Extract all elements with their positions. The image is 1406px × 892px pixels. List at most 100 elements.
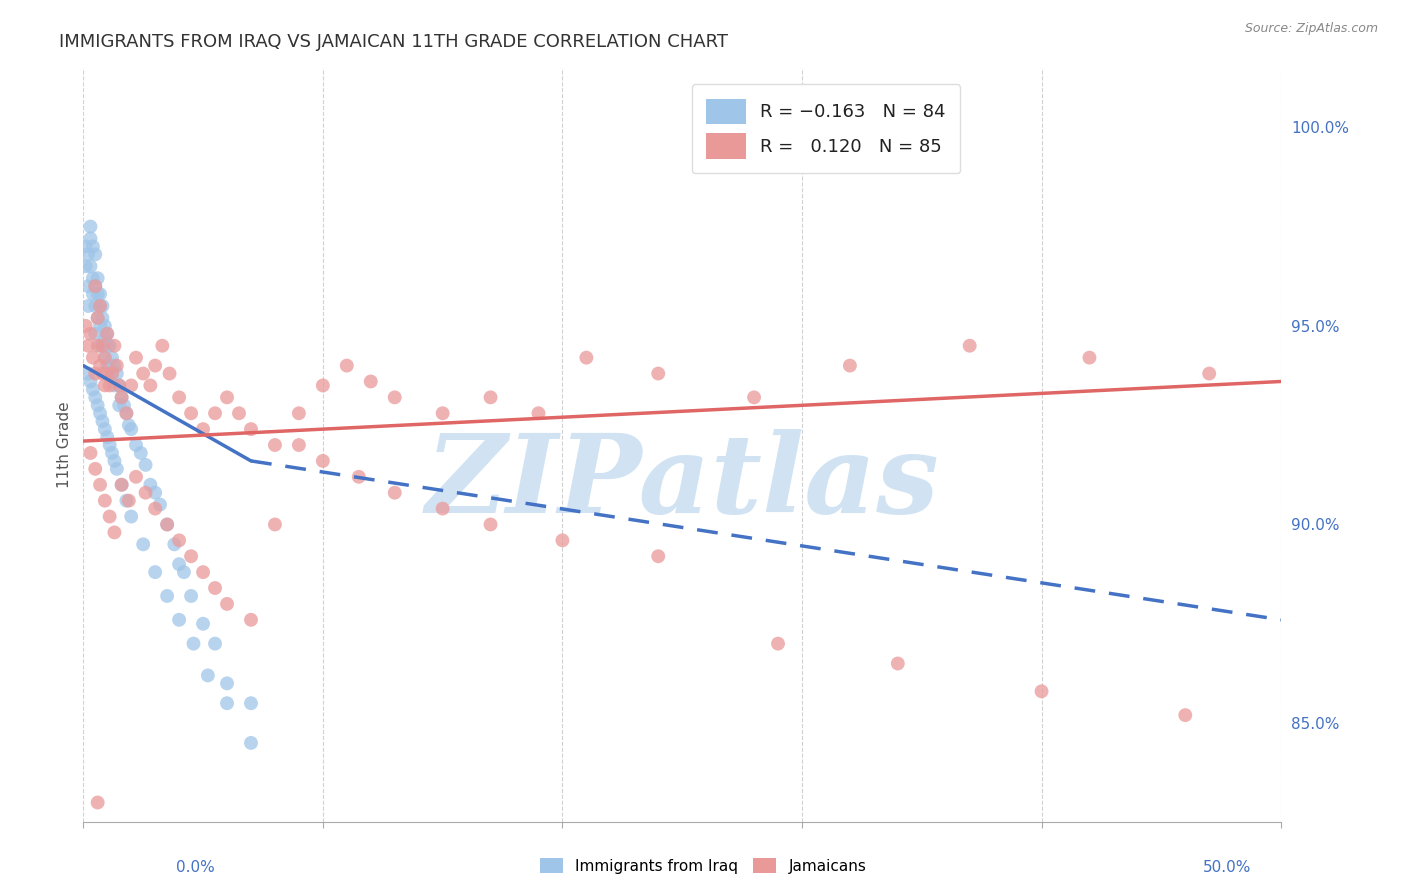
Point — [479, 517, 502, 532]
Point — [180, 549, 202, 564]
Point — [197, 668, 219, 682]
Point — [79, 326, 101, 341]
Point — [288, 438, 311, 452]
Point — [84, 367, 107, 381]
Point — [86, 271, 108, 285]
Point — [86, 398, 108, 412]
Point — [98, 359, 121, 373]
Point — [132, 367, 155, 381]
Point — [103, 339, 125, 353]
Point — [139, 378, 162, 392]
Point — [312, 378, 335, 392]
Point — [84, 390, 107, 404]
Point — [527, 406, 550, 420]
Point — [240, 736, 263, 750]
Point — [240, 696, 263, 710]
Point — [167, 533, 190, 548]
Point — [173, 565, 195, 579]
Point — [647, 549, 669, 564]
Point — [575, 351, 598, 365]
Point — [94, 318, 117, 333]
Point — [112, 398, 135, 412]
Point — [766, 637, 789, 651]
Point — [86, 339, 108, 353]
Point — [264, 517, 287, 532]
Point — [742, 390, 765, 404]
Point — [105, 462, 128, 476]
Point — [91, 299, 114, 313]
Point — [118, 418, 141, 433]
Text: ZIPatlas: ZIPatlas — [425, 429, 939, 536]
Point — [91, 339, 114, 353]
Point — [98, 509, 121, 524]
Point — [89, 359, 111, 373]
Point — [312, 454, 335, 468]
Point — [139, 477, 162, 491]
Point — [98, 378, 121, 392]
Point — [159, 367, 181, 381]
Point — [108, 378, 131, 392]
Point — [79, 375, 101, 389]
Point — [959, 339, 981, 353]
Point — [135, 485, 157, 500]
Point — [215, 676, 238, 690]
Point — [94, 331, 117, 345]
Point — [156, 589, 179, 603]
Point — [115, 406, 138, 420]
Point — [105, 359, 128, 373]
Point — [1078, 351, 1101, 365]
Point — [150, 339, 173, 353]
Point — [82, 239, 104, 253]
Point — [84, 247, 107, 261]
Point — [98, 438, 121, 452]
Text: 50.0%: 50.0% — [1204, 861, 1251, 875]
Point — [79, 231, 101, 245]
Point — [111, 390, 134, 404]
Text: 0.0%: 0.0% — [176, 861, 215, 875]
Point — [647, 367, 669, 381]
Point — [204, 581, 226, 595]
Point — [115, 406, 138, 420]
Point — [191, 616, 214, 631]
Point — [94, 422, 117, 436]
Point — [89, 287, 111, 301]
Point — [96, 430, 118, 444]
Point — [105, 367, 128, 381]
Point — [288, 406, 311, 420]
Point — [838, 359, 860, 373]
Point — [82, 271, 104, 285]
Point — [103, 378, 125, 392]
Point — [215, 390, 238, 404]
Point — [143, 485, 166, 500]
Point — [347, 470, 370, 484]
Point — [84, 462, 107, 476]
Point — [129, 446, 152, 460]
Point — [89, 318, 111, 333]
Point — [118, 493, 141, 508]
Point — [108, 398, 131, 412]
Point — [111, 477, 134, 491]
Point — [96, 339, 118, 353]
Point — [111, 477, 134, 491]
Point — [96, 359, 118, 373]
Point — [96, 326, 118, 341]
Point — [167, 613, 190, 627]
Point — [115, 493, 138, 508]
Point — [89, 299, 111, 313]
Point — [384, 485, 406, 500]
Point — [432, 406, 454, 420]
Point — [94, 351, 117, 365]
Point — [108, 378, 131, 392]
Point — [94, 351, 117, 365]
Point — [84, 326, 107, 341]
Point — [384, 390, 406, 404]
Point — [89, 299, 111, 313]
Point — [432, 501, 454, 516]
Point — [79, 260, 101, 274]
Point — [156, 517, 179, 532]
Point — [91, 310, 114, 325]
Point — [96, 326, 118, 341]
Point — [156, 517, 179, 532]
Point — [204, 406, 226, 420]
Point — [86, 310, 108, 325]
